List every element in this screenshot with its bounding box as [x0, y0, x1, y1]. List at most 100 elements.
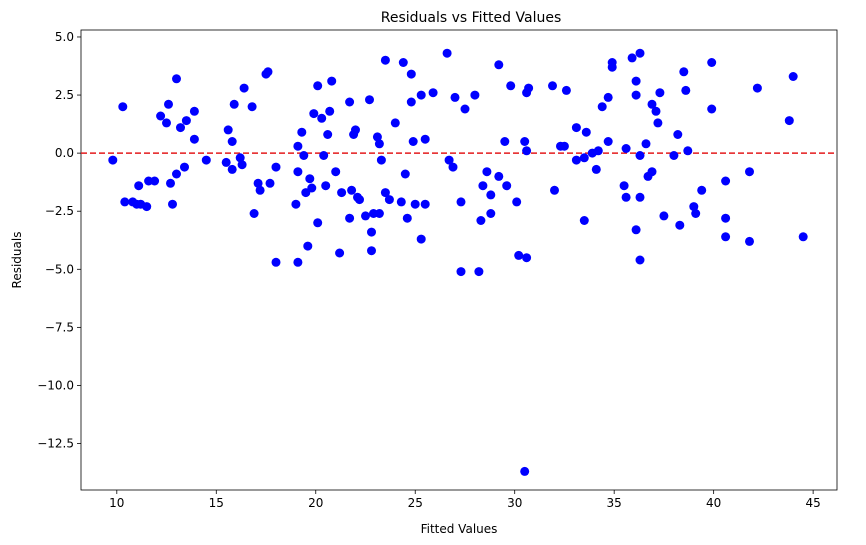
data-point [647, 99, 657, 109]
y-tick-label: −10.0 [37, 378, 74, 392]
x-tick-label: 25 [408, 496, 423, 510]
data-point [416, 90, 426, 100]
data-point [374, 209, 384, 218]
data-point [271, 162, 281, 172]
data-point [229, 99, 239, 109]
data-point [293, 167, 303, 177]
data-point [522, 146, 532, 156]
data-point [323, 130, 333, 139]
data-point [597, 102, 607, 112]
data-point [593, 146, 603, 156]
data-point [653, 118, 663, 128]
data-point [309, 109, 319, 119]
data-point [227, 137, 237, 146]
data-point [520, 466, 530, 476]
x-tick-label: 35 [607, 496, 622, 510]
data-point [500, 137, 510, 146]
data-point [721, 176, 731, 186]
data-point [681, 85, 691, 95]
data-point [659, 211, 669, 221]
data-point [227, 164, 237, 174]
data-point [398, 58, 408, 67]
data-point [237, 160, 247, 170]
x-tick-label: 15 [209, 496, 224, 510]
data-point [189, 106, 199, 116]
data-point [591, 164, 601, 174]
data-point [108, 155, 118, 165]
data-point [120, 197, 130, 207]
data-point [181, 116, 191, 126]
data-point [631, 90, 641, 100]
data-point [721, 232, 731, 242]
data-point [571, 155, 581, 165]
data-point [335, 248, 345, 258]
data-point [581, 127, 591, 137]
data-point [456, 267, 466, 277]
data-point [673, 130, 683, 139]
data-point [428, 88, 438, 98]
y-tick-label: 5.0 [55, 30, 74, 44]
data-point [189, 134, 199, 144]
data-point [486, 209, 496, 218]
data-point [361, 211, 370, 221]
y-axis-ticks: 5.0 2.5 0.0 −2.5 −5.0 −7.5 −10.0 −12.5 [37, 30, 81, 451]
data-point [784, 116, 794, 126]
data-point [697, 185, 707, 195]
x-tick-label: 20 [308, 496, 323, 510]
data-point [707, 104, 717, 114]
data-point [319, 151, 329, 160]
data-point [249, 209, 259, 218]
y-tick-label: −12.5 [37, 437, 74, 451]
data-point [303, 241, 313, 251]
data-point [168, 199, 177, 209]
data-point [683, 146, 693, 156]
data-point [293, 141, 303, 151]
data-point [470, 90, 480, 100]
data-point [291, 199, 301, 209]
data-point [559, 141, 569, 151]
data-point [655, 88, 665, 98]
data-point [172, 74, 181, 84]
data-point [512, 197, 522, 207]
x-tick-label: 30 [507, 496, 522, 510]
data-point [162, 118, 171, 128]
data-point [476, 216, 486, 225]
data-point [456, 197, 466, 207]
data-point [271, 257, 281, 267]
data-point [635, 255, 645, 265]
data-point [347, 185, 357, 195]
data-point [506, 81, 516, 91]
data-point [345, 213, 355, 223]
data-point [745, 236, 754, 246]
data-point [299, 151, 309, 160]
data-point [635, 151, 645, 160]
data-point [691, 209, 701, 218]
data-point [118, 102, 128, 112]
x-tick-label: 40 [706, 496, 721, 510]
y-tick-label: 0.0 [55, 146, 74, 160]
data-point [235, 153, 245, 163]
data-point [502, 181, 512, 191]
data-point [631, 76, 641, 86]
data-point [265, 178, 275, 188]
data-point [380, 55, 390, 65]
x-axis-ticks: 10 15 20 25 30 35 40 45 [109, 490, 821, 510]
data-point [172, 169, 181, 179]
data-point [406, 69, 416, 79]
data-point [621, 144, 631, 153]
data-point [164, 99, 173, 109]
data-points [108, 48, 808, 476]
x-axis-label: Fitted Values [421, 522, 498, 536]
data-point [307, 183, 317, 193]
data-point [448, 162, 458, 172]
data-point [337, 188, 347, 198]
data-point [621, 192, 631, 202]
data-point [166, 178, 175, 188]
data-point [297, 127, 307, 137]
data-point [247, 102, 257, 112]
data-point [402, 213, 412, 223]
data-point [460, 104, 470, 114]
data-point [176, 123, 185, 133]
data-point [408, 137, 418, 146]
